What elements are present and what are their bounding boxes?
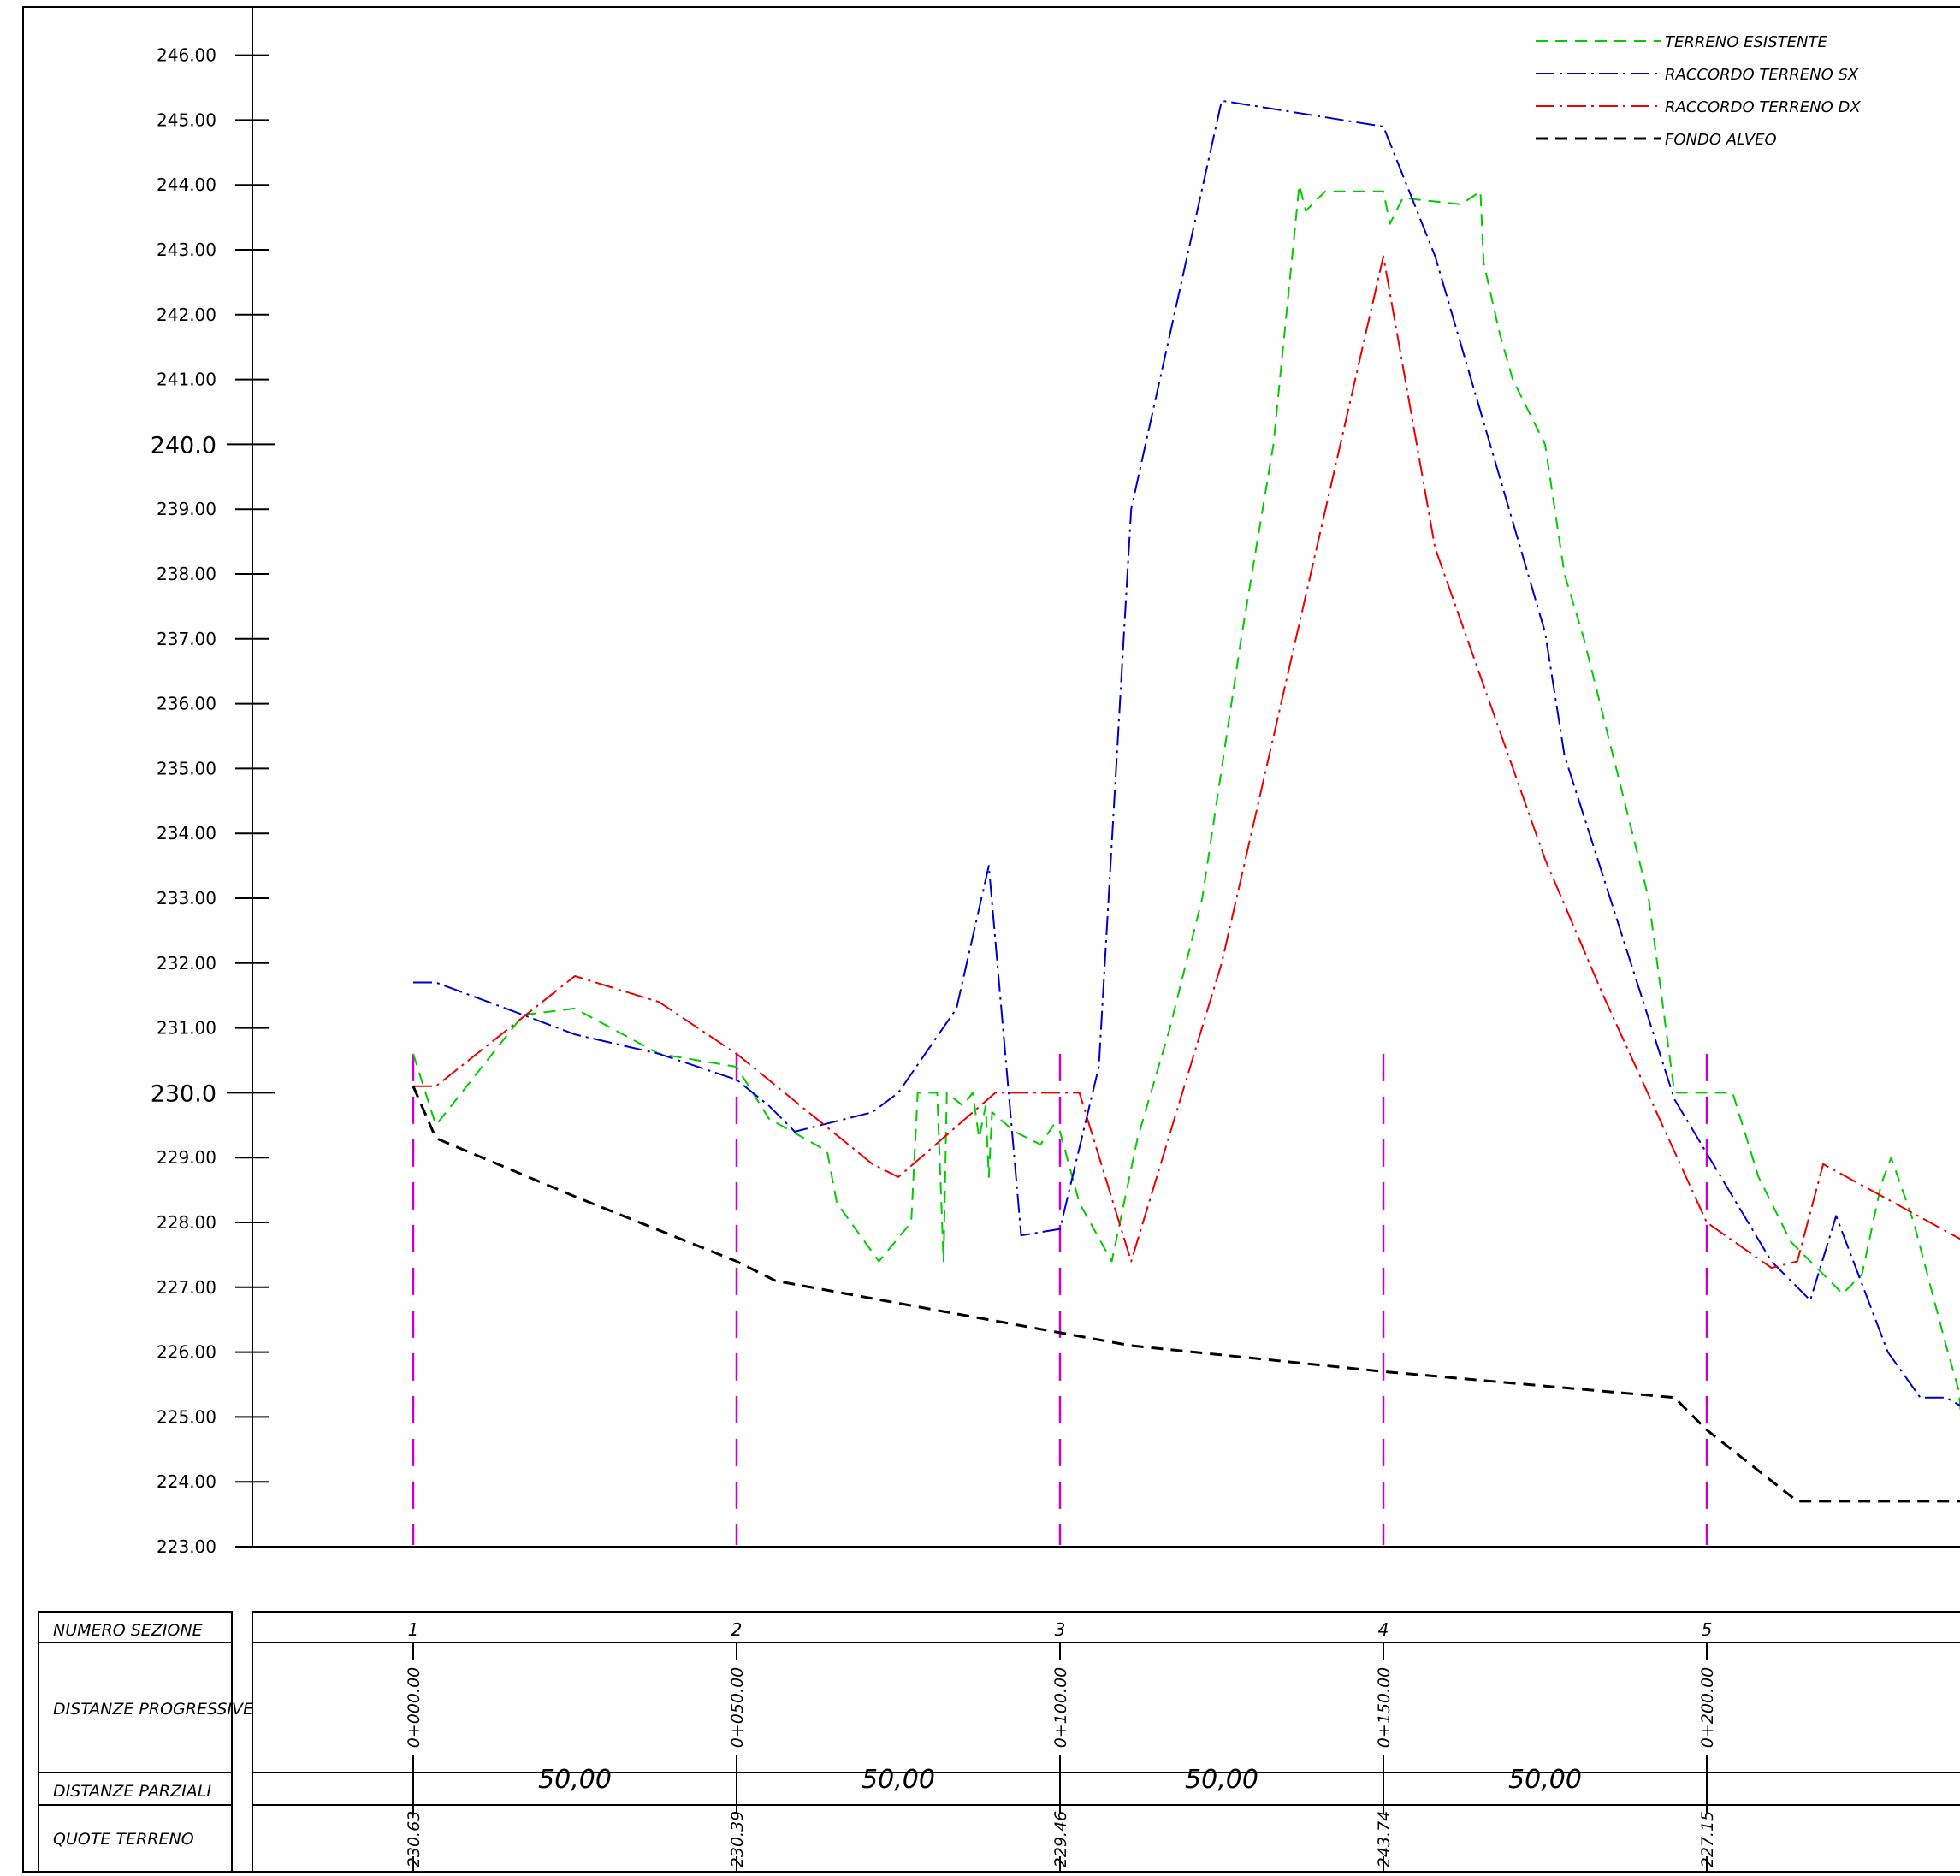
- ground-elevation: 229.46: [1051, 1811, 1070, 1867]
- series-line-raccordo-terreno-sx: [413, 99, 1960, 1407]
- ground-elevation: 227.15: [1698, 1811, 1717, 1867]
- y-tick-label: 242.00: [157, 305, 216, 325]
- progressive-distance: 0+100.00: [1051, 1667, 1070, 1749]
- progressive-distance: 0+000.00: [405, 1667, 423, 1749]
- legend-label: FONDO ALVEO: [1665, 131, 1777, 149]
- drawing-frame: [22, 6, 1960, 1873]
- y-tick-label: 228.00: [157, 1212, 216, 1233]
- ground-elevation: 243.74: [1375, 1811, 1394, 1867]
- row-label-numero-sezione: NUMERO SEZIONE: [53, 1621, 203, 1640]
- row-label-quote-terreno: QUOTE TERRENO: [53, 1830, 194, 1849]
- ground-elevation: 230.39: [728, 1811, 747, 1867]
- y-tick-label: 243.00: [157, 240, 216, 260]
- y-tick-label: 230.0: [151, 1080, 216, 1107]
- y-tick-label: 244.00: [157, 175, 216, 195]
- series-line-terreno-esistente: [412, 184, 1960, 1416]
- row-label-distanze-progressive: DISTANZE PROGRESSIVE: [53, 1700, 253, 1719]
- partial-distance: 50,00: [1185, 1765, 1258, 1795]
- section-number: 5: [1702, 1619, 1713, 1640]
- y-tick-label: 229.00: [157, 1147, 216, 1168]
- legend-label: TERRENO ESISTENTE: [1665, 33, 1827, 51]
- partial-distance: 50,00: [538, 1765, 612, 1795]
- partial-distance: 50,00: [862, 1765, 935, 1795]
- y-tick-label: 223.00: [157, 1536, 216, 1557]
- section-number: 1: [408, 1619, 419, 1640]
- y-tick-label: 225.00: [157, 1406, 216, 1427]
- chart-legend: TERRENO ESISTENTE RACCORDO TERRENO SX RACC…: [1536, 33, 1861, 149]
- section-number: 4: [1378, 1619, 1389, 1640]
- y-axis-ticks: 223.00 224.00 225.00 226.00 227.00 228.00 229.…: [151, 45, 275, 1557]
- table-label-box: [38, 1611, 233, 1873]
- y-tick-label: 236.00: [157, 694, 216, 714]
- section-number: 2: [731, 1619, 743, 1640]
- profile-series: [412, 99, 1960, 1503]
- y-tick-label: 233.00: [157, 888, 216, 908]
- row-label-distanze-parziali: DISTANZE PARZIALI: [53, 1782, 211, 1801]
- y-tick-label: 231.00: [157, 1018, 216, 1039]
- section-marker-lines: [412, 1053, 1708, 1545]
- section-number: 3: [1055, 1619, 1066, 1640]
- y-tick-label: 237.00: [157, 629, 216, 649]
- y-tick-label: 241.00: [157, 370, 216, 390]
- y-tick-label: 227.00: [157, 1277, 216, 1298]
- y-tick-label: 245.00: [157, 109, 216, 130]
- series-line-fondo-alveo: [412, 1086, 1960, 1503]
- progressive-distance: 0+150.00: [1375, 1667, 1394, 1749]
- y-tick-label: 239.00: [157, 499, 216, 519]
- profile-table-cells: 1 0+000.00 230.63 2 0+050.00 230.39 3 0+100.00 2…: [405, 1619, 1717, 1872]
- y-tick-label: 232.00: [157, 953, 216, 974]
- series-line-raccordo-terreno-dx: [413, 255, 1960, 1269]
- y-tick-label: 246.00: [157, 45, 216, 66]
- profile-table-grid: [38, 1611, 1960, 1873]
- progressive-distance: 0+200.00: [1698, 1667, 1717, 1749]
- ground-elevation: 230.63: [405, 1811, 423, 1867]
- partial-distance: 50,00: [1508, 1765, 1582, 1795]
- y-tick-label: 234.00: [157, 823, 216, 843]
- y-tick-label: 224.00: [157, 1471, 216, 1492]
- y-tick-label: 238.00: [157, 564, 216, 584]
- y-tick-label: 226.00: [157, 1342, 216, 1363]
- legend-label: RACCORDO TERRENO SX: [1665, 66, 1859, 84]
- progressive-distance: 0+050.00: [728, 1667, 747, 1749]
- y-tick-label: 235.00: [157, 758, 216, 778]
- y-tick-label: 240.0: [151, 432, 216, 459]
- legend-label: RACCORDO TERRENO DX: [1665, 98, 1861, 116]
